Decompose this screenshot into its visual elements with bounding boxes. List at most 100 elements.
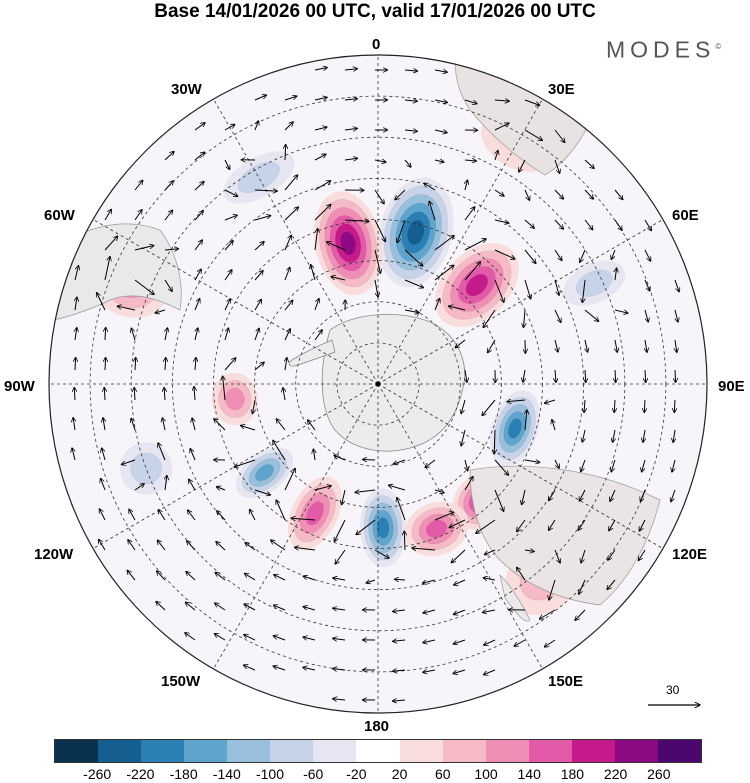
wind-arrow	[584, 189, 594, 199]
wind-arrow	[434, 265, 454, 281]
wind-arrow	[295, 547, 316, 551]
wind-arrow	[135, 358, 136, 371]
wind-arrow	[412, 548, 436, 550]
wind-arrow	[554, 309, 561, 323]
wind-arrow	[121, 459, 136, 465]
wind-arrow	[517, 519, 526, 532]
wind-arrow	[224, 299, 230, 311]
colorbar-tick-label: -220	[126, 766, 155, 782]
wind-arrow	[131, 418, 136, 431]
wind-arrow	[333, 608, 346, 610]
colorbar-tick-label: -60	[303, 766, 324, 782]
wind-arrow	[254, 242, 264, 251]
wind-arrow	[645, 339, 647, 352]
wind-arrow	[344, 128, 357, 130]
wind-arrow	[303, 607, 316, 611]
wind-arrow	[374, 219, 386, 242]
wind-arrow	[99, 509, 106, 521]
wind-arrow	[434, 490, 444, 493]
wind-arrow	[313, 449, 315, 461]
wind-arrow	[223, 376, 225, 401]
wind-arrow	[423, 670, 436, 672]
wind-arrow	[224, 189, 238, 196]
wind-arrow	[483, 309, 496, 328]
wind-arrow	[134, 246, 154, 251]
wind-arrow	[274, 575, 286, 581]
latitude-circle	[295, 301, 461, 467]
wind-arrow	[194, 387, 195, 401]
wind-arrow	[155, 310, 166, 313]
wind-arrow	[97, 293, 106, 311]
wind-arrow	[74, 388, 75, 401]
wind-arrow	[575, 609, 586, 620]
wind-arrow	[584, 159, 594, 169]
wind-arrow	[484, 549, 496, 555]
wind-arrow	[374, 189, 384, 204]
negative-anomaly	[223, 151, 295, 204]
wind-arrow	[273, 636, 286, 641]
wind-arrow	[254, 299, 261, 311]
lon-label-90w: 90W	[4, 378, 35, 395]
wind-arrow	[464, 239, 486, 251]
anomaly-contour	[508, 418, 522, 439]
wind-arrow	[494, 100, 509, 101]
wind-arrow	[157, 571, 166, 581]
wind-arrow	[449, 519, 466, 528]
wind-arrow	[284, 96, 297, 101]
wind-arrow	[404, 279, 424, 288]
meridian-line	[377, 98, 543, 385]
wind-arrow	[645, 369, 646, 383]
wind-arrow	[455, 339, 466, 348]
wind-arrow	[314, 486, 331, 491]
wind-arrow	[579, 489, 586, 501]
colorbar-cell	[657, 740, 701, 762]
wind-arrow	[555, 339, 558, 352]
wind-arrow	[224, 270, 232, 281]
wind-arrow	[555, 369, 556, 383]
wind-arrow	[554, 249, 562, 261]
colorbar-cell	[571, 740, 615, 762]
wind-arrow	[134, 388, 135, 401]
wind-arrow	[224, 215, 237, 221]
colorbar-cell	[98, 740, 142, 762]
wind-arrow	[285, 145, 286, 161]
wind-arrow	[374, 160, 386, 162]
wind-arrow	[134, 484, 144, 491]
positive-anomaly	[287, 476, 342, 551]
wind-arrow	[585, 339, 588, 352]
wind-arrow	[388, 485, 406, 491]
colorbar-tick-label: 20	[391, 766, 408, 782]
wind-arrow	[128, 540, 136, 551]
wind-arrow	[195, 328, 198, 341]
wind-arrow	[164, 388, 165, 401]
wind-arrow	[549, 489, 556, 501]
colorbar-tick-label: -20	[346, 766, 367, 782]
wind-arrow	[194, 123, 205, 131]
colorbar-cell	[55, 740, 99, 762]
wind-arrow	[104, 388, 105, 401]
wind-arrow	[514, 639, 526, 646]
wind-arrow	[494, 459, 509, 475]
wind-arrow	[241, 426, 256, 431]
wind-arrow	[522, 489, 526, 505]
wind-arrow	[253, 399, 256, 414]
wind-arrow	[303, 576, 316, 581]
colorbar	[54, 739, 702, 763]
wind-arrow	[254, 190, 277, 191]
wind-arrow	[404, 531, 405, 551]
anomaly-contour	[340, 231, 356, 255]
wind-arrow	[524, 129, 542, 140]
colorbar-tick-label: 100	[474, 766, 498, 782]
wind-arrow	[465, 369, 467, 382]
wind-arrow	[284, 468, 295, 491]
wind-arrow	[165, 476, 167, 491]
wind-arrow	[429, 201, 436, 221]
wind-arrow	[215, 572, 226, 581]
colorbar-tick-label: 220	[603, 766, 628, 782]
wind-arrow	[214, 634, 226, 641]
colorbar-tick-label: 260	[647, 766, 671, 782]
wind-arrow	[254, 271, 263, 281]
colorbar-tick-label: 180	[560, 766, 585, 782]
wind-arrow	[525, 410, 527, 431]
wind-arrow	[314, 229, 318, 251]
